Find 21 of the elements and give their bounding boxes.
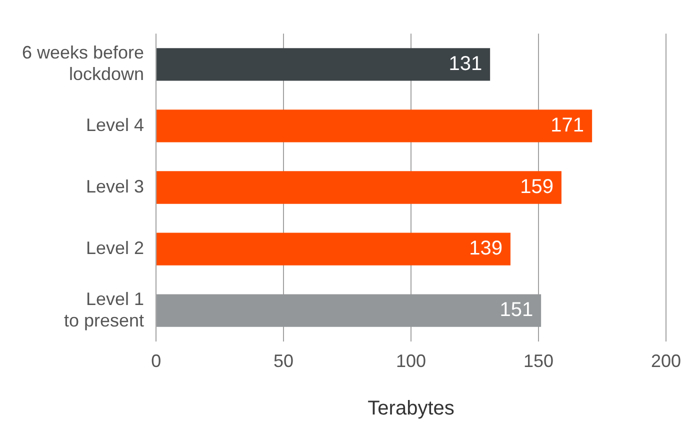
x-tick-label: 150	[523, 351, 554, 372]
data-label: 151	[500, 299, 534, 322]
y-tick-label: Level 4	[86, 114, 144, 135]
y-tick-label: 6 weeks before lockdown	[22, 42, 144, 84]
y-tick-label: Level 1 to present	[64, 288, 144, 330]
x-axis-title: Terabytes	[368, 398, 454, 420]
bar	[156, 110, 592, 142]
bar	[156, 232, 510, 266]
data-label: 171	[550, 114, 584, 136]
bar	[156, 48, 490, 81]
y-tick-label: Level 3	[86, 176, 144, 196]
data-label: 159	[520, 176, 554, 198]
x-tick-label: 200	[650, 351, 682, 372]
x-tick-label: 100	[396, 351, 426, 372]
y-tick-label: Level 2	[86, 238, 144, 258]
bar	[156, 171, 562, 204]
x-tick-label: 0	[151, 351, 162, 372]
data-label: 131	[448, 52, 482, 75]
x-tick-label: 50	[274, 351, 294, 372]
data-label: 139	[469, 238, 502, 260]
bar	[156, 294, 542, 327]
